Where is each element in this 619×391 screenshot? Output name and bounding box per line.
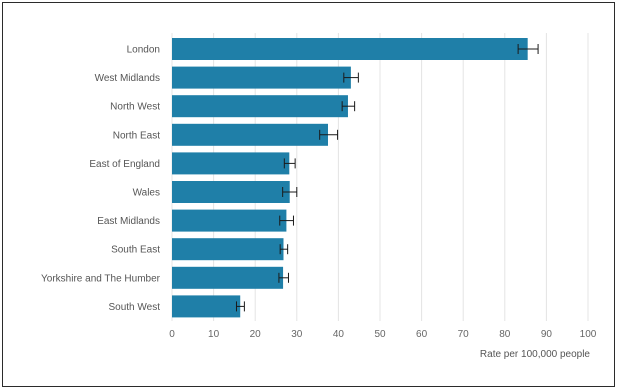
bars (172, 38, 528, 318)
category-label: East Midlands (97, 216, 160, 227)
bar (172, 238, 284, 261)
x-tick-label: 20 (250, 329, 262, 340)
bar (172, 95, 348, 118)
bar (172, 66, 351, 89)
error-bars (235, 44, 539, 312)
category-label: North East (113, 130, 160, 141)
error-bar (343, 72, 359, 83)
category-label: North West (110, 102, 160, 113)
x-tick-label: 100 (580, 329, 597, 340)
bar (172, 152, 290, 175)
x-tick-label: 30 (291, 329, 303, 340)
error-bar (279, 244, 289, 255)
error-bar (517, 44, 539, 54)
bar (172, 38, 528, 60)
category-labels: London West Midlands North West North East E… (41, 45, 161, 313)
error-bar (282, 187, 298, 197)
category-label: East of England (89, 159, 160, 170)
chart-frame: London West Midlands North West North East E… (2, 2, 615, 387)
error-bar (279, 215, 294, 226)
x-tick-label: 80 (499, 329, 511, 340)
category-label: West Midlands (95, 73, 160, 84)
x-tick-label: 0 (169, 329, 175, 340)
x-tick-label: 50 (374, 329, 386, 340)
x-tick-label: 40 (333, 329, 345, 340)
category-label: South East (111, 245, 160, 256)
x-tick-label: 90 (541, 329, 553, 340)
x-axis-title: Rate per 100,000 people (480, 349, 591, 360)
category-label: Wales (133, 188, 160, 199)
bar (172, 181, 290, 203)
x-tick-labels: 0 10 20 30 40 50 60 70 80 90 100 (169, 329, 597, 340)
x-tick-label: 60 (416, 329, 428, 340)
error-bar (235, 301, 245, 312)
error-bar (278, 272, 289, 283)
bar (172, 209, 287, 232)
category-label: London (127, 45, 160, 56)
bar (172, 295, 241, 318)
x-tick-label: 10 (208, 329, 220, 340)
error-bar (283, 158, 296, 169)
error-bar (319, 129, 339, 140)
error-bar (341, 101, 356, 112)
category-label: Yorkshire and The Humber (41, 273, 161, 284)
bar (172, 266, 284, 289)
category-label: South West (108, 302, 160, 313)
bar (172, 123, 328, 146)
bar-chart: London West Midlands North West North East E… (41, 33, 597, 360)
x-tick-label: 70 (458, 329, 470, 340)
